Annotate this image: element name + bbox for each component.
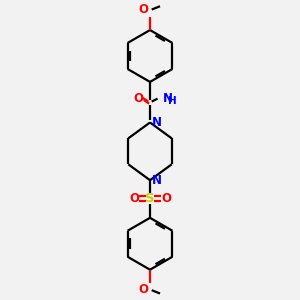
Text: O: O (161, 192, 171, 205)
Text: O: O (138, 3, 148, 16)
Text: N: N (163, 92, 172, 105)
Text: O: O (129, 192, 139, 205)
Text: H: H (168, 96, 177, 106)
Text: S: S (145, 192, 155, 205)
Text: N: N (152, 174, 162, 187)
Text: N: N (152, 116, 162, 129)
Text: O: O (138, 284, 148, 296)
Text: O: O (133, 92, 143, 105)
